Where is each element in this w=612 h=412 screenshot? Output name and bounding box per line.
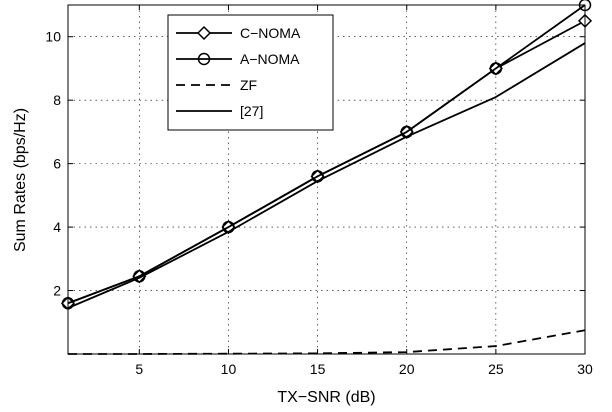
y-tick-label: 2 <box>53 283 61 299</box>
x-tick-label: 30 <box>577 361 593 377</box>
y-tick-label: 8 <box>53 92 61 108</box>
legend-entry: C−NOMA <box>176 25 301 41</box>
series-line <box>68 329 586 355</box>
legend-circle-marker <box>197 52 211 66</box>
series-line <box>67 42 586 309</box>
data-point-circle <box>489 62 503 75</box>
x-tick-label: 25 <box>488 361 504 377</box>
x-axis-title: TX−SNR (dB) <box>277 389 375 406</box>
x-tick-label: 20 <box>399 361 415 377</box>
legend-label: ZF <box>240 77 257 93</box>
x-tick-label: 10 <box>221 361 237 377</box>
legend-label: C−NOMA <box>240 25 301 41</box>
legend-label: A−NOMA <box>240 51 300 67</box>
x-tick-label: 5 <box>135 361 143 377</box>
axis-ticks: 5 10 15 20 25 30 2 4 6 8 10 <box>45 5 593 377</box>
y-axis-title: Sum Rates (bps/Hz) <box>12 108 29 252</box>
data-point-circle <box>133 270 146 283</box>
legend-label: [27] <box>240 103 263 119</box>
plot-series <box>60 0 593 355</box>
series-2 <box>68 329 586 355</box>
legend-entry: A−NOMA <box>176 51 300 67</box>
series-3 <box>67 42 586 309</box>
plot-frame <box>67 4 586 355</box>
legend-entry: [27] <box>176 103 263 119</box>
y-tick-label: 4 <box>53 219 61 235</box>
y-tick-label: 6 <box>53 156 61 172</box>
legend: C−NOMA A−NOMA ZF [27] <box>167 14 334 131</box>
legend-diamond-marker <box>196 25 212 41</box>
legend-entry: ZF <box>176 77 257 93</box>
x-tick-label: 15 <box>310 361 326 377</box>
y-tick-label: 10 <box>45 29 61 45</box>
series-line <box>67 4 586 305</box>
